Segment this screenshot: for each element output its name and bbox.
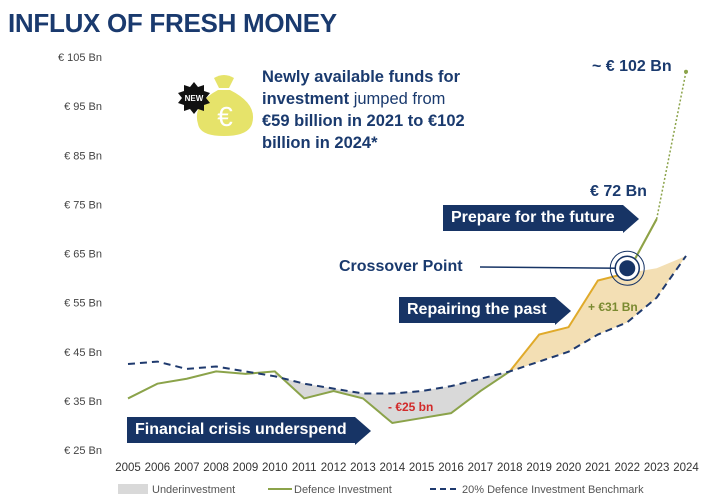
x-tick-label: 2024 [673, 462, 699, 474]
x-tick-label: 2023 [644, 462, 670, 474]
money-bag-icon: € NEW [176, 70, 266, 138]
x-tick-label: 2021 [585, 462, 611, 474]
callout-financial-crisis: Financial crisis underspend [127, 417, 371, 445]
x-tick-label: 2015 [409, 462, 435, 474]
defence-projection-line [655, 71, 687, 220]
crossover-pointer-line [479, 266, 621, 269]
headline-line-2-rest: jumped from [349, 90, 446, 108]
x-tick-label: 2008 [203, 462, 229, 474]
x-tick-label: 2006 [145, 462, 171, 474]
headline-bold-word: investment [262, 90, 350, 108]
legend: Underinvestment Defence Investment 20% Def… [118, 484, 644, 496]
y-tick-label: € 85 Bn [64, 150, 102, 162]
gap-label-plus-31: + €31 Bn [588, 300, 638, 314]
callout-prepare-future: Prepare for the future [443, 205, 639, 233]
y-tick-label: € 55 Bn [64, 298, 102, 310]
x-tick-label: 2007 [174, 462, 200, 474]
x-tick-label: 2018 [497, 462, 523, 474]
y-tick-label: € 105 Bn [58, 52, 102, 64]
area-fills [274, 255, 686, 423]
x-tick-label: 2011 [292, 462, 317, 474]
headline-line-1: Newly available funds for [262, 68, 461, 86]
legend-label: 20% Defence Investment Benchmark [462, 484, 644, 496]
x-tick-label: 2005 [115, 462, 141, 474]
headline-line-4: billion in 2024* [262, 134, 378, 152]
x-tick-label: 2010 [262, 462, 288, 474]
legend-swatch-underinvestment [118, 484, 148, 494]
x-tick-label: 2013 [350, 462, 376, 474]
markers [479, 69, 688, 286]
x-tick-label: 2019 [526, 462, 552, 474]
x-tick-label: 2012 [321, 462, 347, 474]
y-tick-label: € 45 Bn [64, 347, 102, 359]
crossover-ring-outer [609, 250, 645, 286]
page-title: INFLUX OF FRESH MONEY [8, 8, 337, 38]
y-tick-label: € 95 Bn [64, 101, 102, 113]
value-label-102: ~ € 102 Bn [592, 58, 672, 75]
x-tick-label: 2022 [614, 462, 640, 474]
projection-end-dot [684, 69, 688, 74]
new-badge-icon: NEW [178, 82, 210, 114]
reinvestment-area [509, 255, 686, 372]
crossover-label: Crossover Point [339, 258, 463, 275]
x-tick-label: 2017 [468, 462, 494, 474]
x-tick-label: 2020 [556, 462, 582, 474]
underinvestment-area [274, 371, 510, 423]
legend-label: Underinvestment [152, 484, 235, 496]
y-tick-label: € 25 Bn [64, 445, 102, 457]
axis-ticks: € 25 Bn € 35 Bn € 45 Bn € 55 Bn € 65 Bn € 75 … [58, 52, 699, 474]
y-tick-label: € 75 Bn [64, 199, 102, 211]
x-tick-label: 2014 [380, 462, 406, 474]
x-tick-label: 2016 [438, 462, 464, 474]
value-label-72: € 72 Bn [590, 183, 647, 200]
benchmark-line [127, 255, 687, 395]
euro-symbol: € [217, 101, 233, 132]
x-tick-label: 2009 [233, 462, 259, 474]
gap-label-minus-25: - €25 bn [388, 400, 434, 414]
headline-text: Newly available funds for investment jum… [262, 66, 502, 154]
callout-repairing-past: Repairing the past [399, 297, 571, 325]
y-tick-label: € 65 Bn [64, 249, 102, 261]
headline-line-3: €59 billion in 2021 to €102 [262, 112, 465, 130]
defence-investment-line [127, 370, 511, 425]
legend-label: Defence Investment [294, 484, 392, 496]
new-badge-text: NEW [185, 94, 204, 103]
y-tick-label: € 35 Bn [64, 396, 102, 408]
crossover-point [619, 260, 636, 277]
